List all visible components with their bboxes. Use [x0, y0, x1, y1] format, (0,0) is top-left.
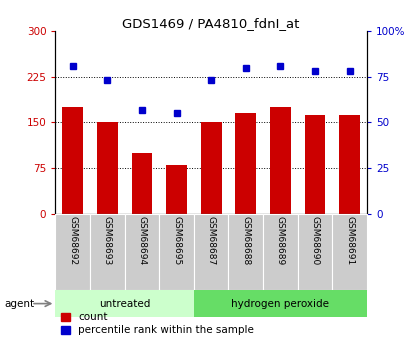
Text: GSM68690: GSM68690	[310, 216, 319, 265]
Text: GSM68695: GSM68695	[172, 216, 181, 265]
Bar	[304, 115, 325, 214]
Text: GSM68694: GSM68694	[137, 216, 146, 265]
Bar	[235, 113, 256, 214]
Bar	[90, 214, 124, 290]
Legend: count, percentile rank within the sample: count, percentile rank within the sample	[61, 312, 254, 335]
Bar	[200, 122, 221, 214]
Text: GSM68688: GSM68688	[240, 216, 249, 265]
Bar	[228, 214, 263, 290]
Text: GSM68689: GSM68689	[275, 216, 284, 265]
Bar	[193, 290, 366, 317]
Title: GDS1469 / PA4810_fdnI_at: GDS1469 / PA4810_fdnI_at	[122, 17, 299, 30]
Bar	[193, 214, 228, 290]
Text: GSM68687: GSM68687	[206, 216, 215, 265]
Bar	[159, 214, 193, 290]
Text: untreated: untreated	[99, 299, 150, 308]
Text: GSM68692: GSM68692	[68, 216, 77, 265]
Text: GSM68693: GSM68693	[103, 216, 112, 265]
Text: hydrogen peroxide: hydrogen peroxide	[231, 299, 328, 308]
Bar	[55, 290, 193, 317]
Bar	[338, 115, 359, 214]
Text: agent: agent	[4, 299, 34, 308]
Bar	[124, 214, 159, 290]
Bar	[263, 214, 297, 290]
Bar	[332, 214, 366, 290]
Bar	[97, 122, 117, 214]
Bar	[55, 214, 90, 290]
Bar	[62, 107, 83, 214]
Bar	[270, 107, 290, 214]
Text: GSM68691: GSM68691	[344, 216, 353, 265]
Bar	[166, 165, 187, 214]
Bar	[297, 214, 332, 290]
Bar	[131, 153, 152, 214]
